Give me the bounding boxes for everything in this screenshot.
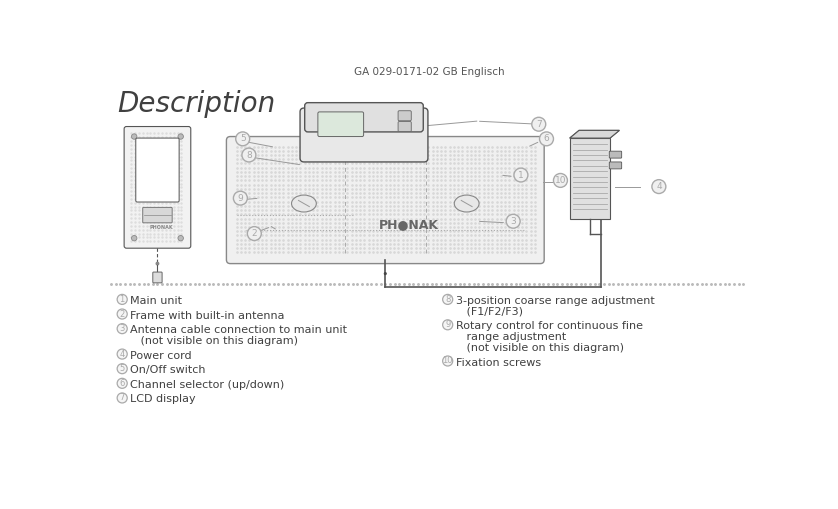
Polygon shape [570, 130, 619, 138]
FancyBboxPatch shape [398, 122, 411, 131]
Text: 10: 10 [555, 176, 566, 185]
Text: Main unit: Main unit [131, 296, 183, 306]
Circle shape [532, 117, 546, 131]
Circle shape [117, 309, 127, 319]
Text: Fixation screws: Fixation screws [456, 357, 541, 367]
Circle shape [514, 168, 528, 182]
Text: 2: 2 [120, 309, 125, 319]
Circle shape [506, 214, 520, 228]
Text: 5: 5 [120, 364, 125, 373]
Circle shape [117, 349, 127, 359]
Text: Channel selector (up/down): Channel selector (up/down) [131, 380, 285, 390]
FancyBboxPatch shape [300, 108, 428, 162]
Text: 2: 2 [251, 229, 257, 238]
Text: Frame with built-in antenna: Frame with built-in antenna [131, 310, 285, 321]
Text: (F1/F2/F3): (F1/F2/F3) [456, 307, 523, 317]
Text: Power cord: Power cord [131, 351, 192, 360]
Text: 9: 9 [445, 320, 450, 329]
Circle shape [132, 134, 137, 139]
Text: Antenna cable connection to main unit: Antenna cable connection to main unit [131, 325, 347, 335]
Circle shape [442, 356, 453, 366]
Circle shape [178, 134, 184, 139]
Text: On/Off switch: On/Off switch [131, 365, 206, 375]
FancyBboxPatch shape [305, 103, 423, 132]
Text: Rotary control for continuous fine: Rotary control for continuous fine [456, 321, 643, 331]
Text: 8: 8 [445, 295, 450, 304]
Text: (not visible on this diagram): (not visible on this diagram) [131, 336, 298, 346]
Circle shape [156, 262, 159, 266]
FancyBboxPatch shape [398, 111, 411, 121]
FancyBboxPatch shape [153, 272, 162, 283]
Text: PH●NAK: PH●NAK [379, 218, 438, 231]
Text: 9: 9 [237, 193, 243, 203]
Circle shape [117, 294, 127, 304]
Circle shape [247, 227, 261, 240]
Circle shape [235, 132, 250, 146]
Text: 5: 5 [240, 134, 246, 144]
Text: 3: 3 [510, 217, 516, 225]
Text: 4: 4 [120, 350, 125, 358]
Text: 4: 4 [656, 182, 662, 191]
Text: 7: 7 [535, 120, 541, 129]
Circle shape [652, 180, 666, 193]
FancyBboxPatch shape [318, 112, 364, 136]
Circle shape [178, 236, 184, 241]
Circle shape [442, 294, 453, 304]
Circle shape [132, 236, 137, 241]
Ellipse shape [292, 195, 316, 212]
Text: 6: 6 [544, 134, 550, 144]
Ellipse shape [454, 195, 479, 212]
Text: (not visible on this diagram): (not visible on this diagram) [456, 343, 623, 353]
FancyBboxPatch shape [570, 138, 610, 219]
Text: 1: 1 [120, 295, 125, 304]
Circle shape [117, 364, 127, 374]
FancyBboxPatch shape [136, 138, 179, 202]
Text: 10: 10 [442, 356, 453, 365]
Text: 1: 1 [518, 171, 524, 180]
Text: PHONAK: PHONAK [149, 225, 173, 230]
FancyBboxPatch shape [609, 151, 622, 158]
Text: range adjustment: range adjustment [456, 332, 566, 342]
Text: GA 029-0171-02 GB Englisch: GA 029-0171-02 GB Englisch [354, 67, 504, 77]
FancyBboxPatch shape [609, 162, 622, 169]
Circle shape [117, 393, 127, 403]
Text: LCD display: LCD display [131, 394, 196, 405]
FancyBboxPatch shape [226, 136, 544, 264]
Text: 3-position coarse range adjustment: 3-position coarse range adjustment [456, 296, 654, 306]
FancyBboxPatch shape [142, 207, 172, 223]
Circle shape [234, 191, 247, 205]
Text: Description: Description [117, 90, 276, 118]
FancyBboxPatch shape [124, 127, 191, 248]
Polygon shape [570, 130, 619, 138]
Circle shape [242, 148, 256, 162]
Circle shape [553, 174, 567, 187]
Circle shape [442, 320, 453, 330]
Circle shape [117, 378, 127, 388]
Circle shape [540, 132, 553, 146]
Text: 6: 6 [120, 379, 125, 388]
Circle shape [384, 272, 387, 275]
Text: 3: 3 [120, 324, 125, 333]
Text: 7: 7 [120, 393, 125, 403]
Text: 8: 8 [246, 151, 251, 159]
Circle shape [117, 324, 127, 334]
